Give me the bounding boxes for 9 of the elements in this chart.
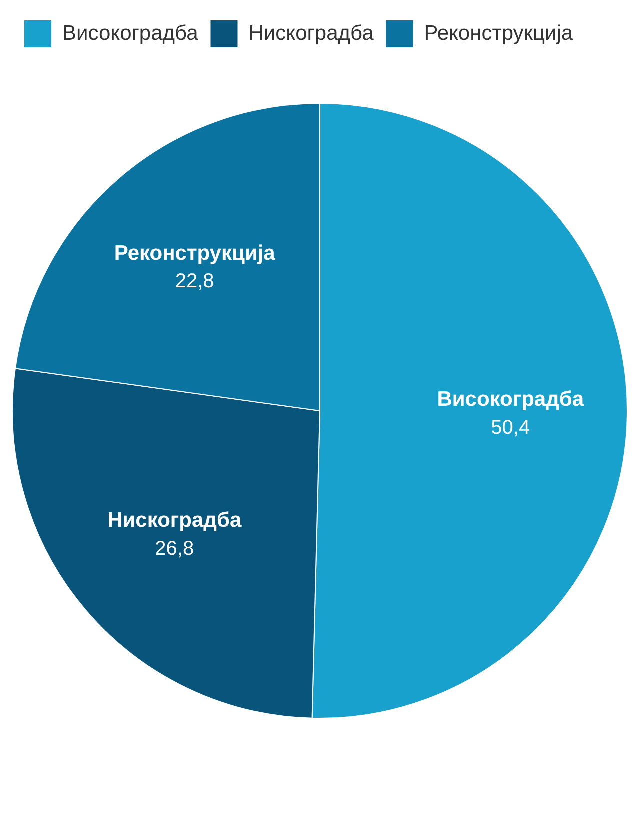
legend-label: Нискоградба — [248, 22, 374, 45]
legend-label: Реконструкција — [424, 22, 574, 45]
data-label: 26,8 — [155, 538, 194, 560]
legend-label: Високоградба — [62, 22, 199, 45]
slice-label: Високоградба — [437, 388, 584, 412]
slice-label: Реконструкција — [114, 242, 276, 265]
slice-label: Нискоградба — [108, 509, 242, 532]
data-label: 22,8 — [175, 270, 214, 293]
data-label: 50,4 — [491, 416, 530, 439]
